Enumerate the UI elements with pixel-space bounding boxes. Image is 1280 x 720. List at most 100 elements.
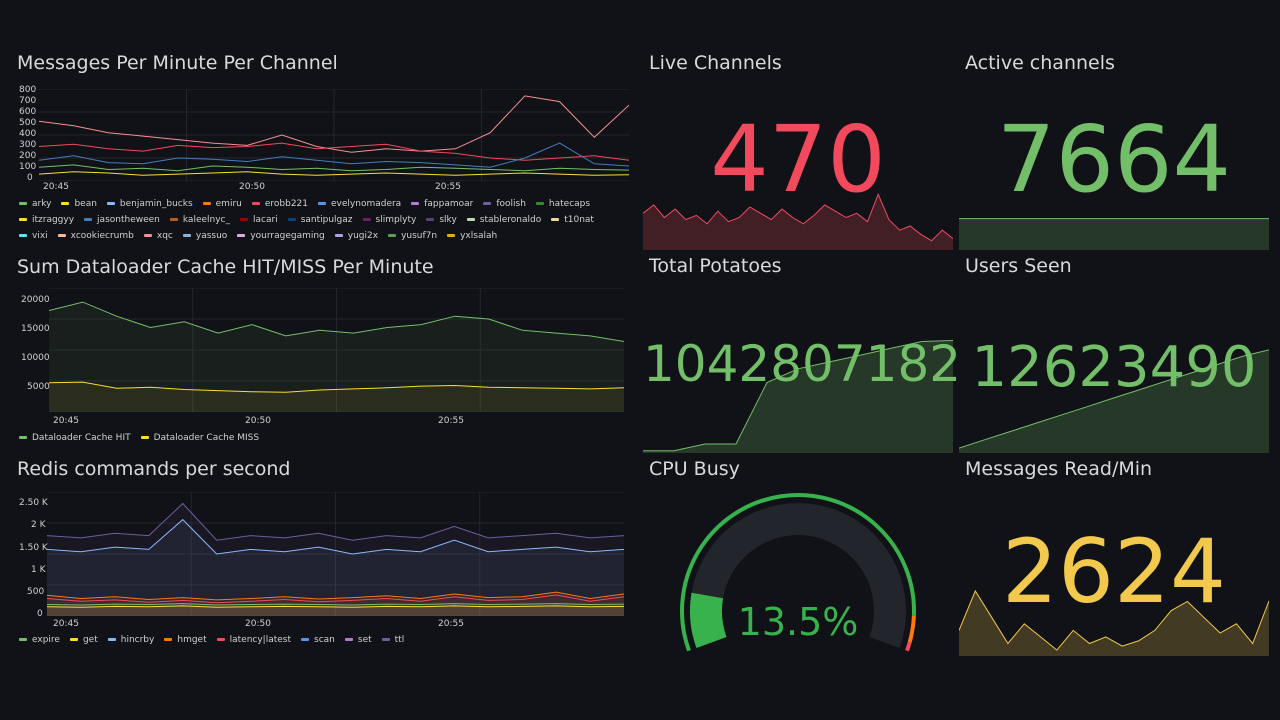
series-line-dataloader-cache-hit: [49, 301, 624, 342]
legend-swatch: [19, 202, 27, 205]
legend-swatch: [19, 436, 27, 439]
gauge-threshold-green: [680, 493, 916, 652]
total-potatoes-sparkline: [643, 340, 953, 453]
sparkline-area: [959, 591, 1269, 656]
panel-title[interactable]: Redis commands per second: [17, 458, 291, 480]
legend-swatch: [19, 234, 27, 237]
legend-swatch: [19, 638, 27, 641]
legend-item-yugi2x[interactable]: yugi2x: [334, 228, 379, 244]
gauge-threshold-red: [905, 641, 912, 652]
legend-item-arky[interactable]: arky: [19, 196, 51, 212]
legend: expire get hincrby hmget latency|latest scan s…: [19, 632, 629, 648]
legend-swatch: [388, 234, 397, 237]
legend-item-yxlsalah[interactable]: yxlsalah: [447, 228, 497, 244]
legend-item-slky[interactable]: slky: [426, 212, 457, 228]
panel-title[interactable]: Active channels: [965, 52, 1115, 74]
legend-label: scan: [314, 635, 335, 645]
sparkline-area: [643, 194, 953, 250]
stat-value: 2624: [1002, 520, 1226, 623]
legend-item-yassuo[interactable]: yassuo: [182, 228, 227, 244]
legend-item-vixi[interactable]: vixi: [19, 228, 48, 244]
x-tick: 20:55: [438, 619, 464, 629]
panel-title[interactable]: Messages Read/Min: [965, 458, 1153, 480]
legend-item-fappamoar[interactable]: fappamoar: [411, 196, 473, 212]
panel-title[interactable]: Total Potatoes: [649, 255, 782, 277]
legend-item-expire[interactable]: expire: [19, 632, 60, 648]
legend-item-xcookiecrumb[interactable]: xcookiecrumb: [57, 228, 134, 244]
legend-item-hmget[interactable]: hmget: [164, 632, 207, 648]
x-tick: 20:55: [435, 182, 461, 192]
legend-swatch: [57, 234, 66, 237]
legend-item-t10nat[interactable]: t10nat: [551, 212, 594, 228]
panel-title[interactable]: Messages Per Minute Per Channel: [17, 52, 338, 74]
legend-label: vixi: [32, 231, 48, 241]
panel-title[interactable]: Live Channels: [649, 52, 782, 74]
legend-label: Dataloader Cache HIT: [32, 433, 131, 443]
y-tick: 2.50 K: [19, 498, 48, 508]
legend-swatch: [334, 234, 343, 237]
stat-value: 470: [710, 106, 886, 213]
legend-item-dataloader-cache-hit[interactable]: Dataloader Cache HIT: [19, 430, 131, 446]
y-tick: 2 K: [31, 520, 46, 530]
legend-swatch: [140, 436, 149, 439]
legend-item-hatecaps[interactable]: hatecaps: [535, 196, 590, 212]
legend-item-latency-latest[interactable]: latency|latest: [216, 632, 291, 648]
legend-item-jasontheween[interactable]: jasontheween: [84, 212, 160, 228]
panel-title[interactable]: Sum Dataloader Cache HIT/MISS Per Minute: [17, 256, 434, 278]
sparkline-line: [959, 349, 1269, 449]
legend-swatch: [466, 218, 475, 221]
legend-label: yugi2x: [347, 231, 379, 241]
legend-swatch: [240, 218, 248, 221]
panel-messages-per-minute: Messages Per Minute Per Channel 800 700 …: [17, 52, 632, 247]
legend-label: slky: [439, 215, 457, 225]
legend-item-dataloader-cache-miss[interactable]: Dataloader Cache MISS: [140, 430, 259, 446]
sparkline-line: [643, 340, 953, 452]
legend-swatch: [411, 202, 420, 205]
series-area: [49, 302, 624, 412]
users-seen-sparkline: [959, 349, 1269, 453]
y-tick: 1 K: [31, 565, 46, 575]
legend: Dataloader Cache HIT Dataloader Cache MIS…: [19, 430, 629, 446]
legend-item-set[interactable]: set: [344, 632, 372, 648]
legend-item-foolish[interactable]: foolish: [483, 196, 526, 212]
legend-item-yusuf7n[interactable]: yusuf7n: [388, 228, 437, 244]
gauge-value-arc: [689, 592, 727, 648]
redis-chart[interactable]: [47, 492, 624, 616]
legend-swatch: [381, 638, 390, 641]
legend-label: set: [357, 635, 372, 645]
series-line-get: [47, 605, 624, 608]
legend-item-lacari[interactable]: lacari: [240, 212, 278, 228]
legend-item-hincrby[interactable]: hincrby: [107, 632, 154, 648]
panel-active-channels: Active channels 7664: [959, 52, 1269, 250]
active-channels-sparkline: [959, 218, 1269, 250]
legend-item-scan[interactable]: scan: [301, 632, 335, 648]
dataloader-chart[interactable]: [49, 288, 624, 412]
legend-item-emiru[interactable]: emiru: [202, 196, 242, 212]
legend-item-evelynomadera[interactable]: evelynomadera: [318, 196, 401, 212]
messages-chart[interactable]: [39, 89, 629, 181]
legend-item-get[interactable]: get: [69, 632, 98, 648]
legend-item-xqc[interactable]: xqc: [143, 228, 173, 244]
legend-item-itzraggyy[interactable]: itzraggyy: [19, 212, 74, 228]
legend-swatch: [362, 218, 371, 221]
legend-item-yourragegaming[interactable]: yourragegaming: [237, 228, 325, 244]
series-line-latency-latest: [47, 594, 624, 604]
series-line-expire: [47, 603, 624, 606]
legend-label: benjamin_bucks: [119, 199, 193, 209]
panel-title[interactable]: Users Seen: [965, 255, 1072, 277]
legend-item-bean[interactable]: bean: [61, 196, 97, 212]
legend-item-ttl[interactable]: ttl: [381, 632, 404, 648]
cpu-gauge: [680, 493, 916, 652]
legend-swatch: [344, 638, 353, 641]
panel-title[interactable]: CPU Busy: [649, 458, 740, 480]
legend-item-kaleelnyc-[interactable]: kaleelnyc_: [169, 212, 230, 228]
legend-item-erobb221[interactable]: erobb221: [251, 196, 308, 212]
legend-item-benjamin-bucks[interactable]: benjamin_bucks: [106, 196, 193, 212]
legend-label: kaleelnyc_: [182, 215, 230, 225]
legend-item-stableronaldo[interactable]: stableronaldo: [466, 212, 541, 228]
legend-label: expire: [32, 635, 60, 645]
legend-item-slimplyty[interactable]: slimplyty: [362, 212, 416, 228]
legend-swatch: [61, 202, 70, 205]
y-tick: 700: [19, 96, 37, 106]
legend-item-santipulgaz[interactable]: santipulgaz: [287, 212, 353, 228]
